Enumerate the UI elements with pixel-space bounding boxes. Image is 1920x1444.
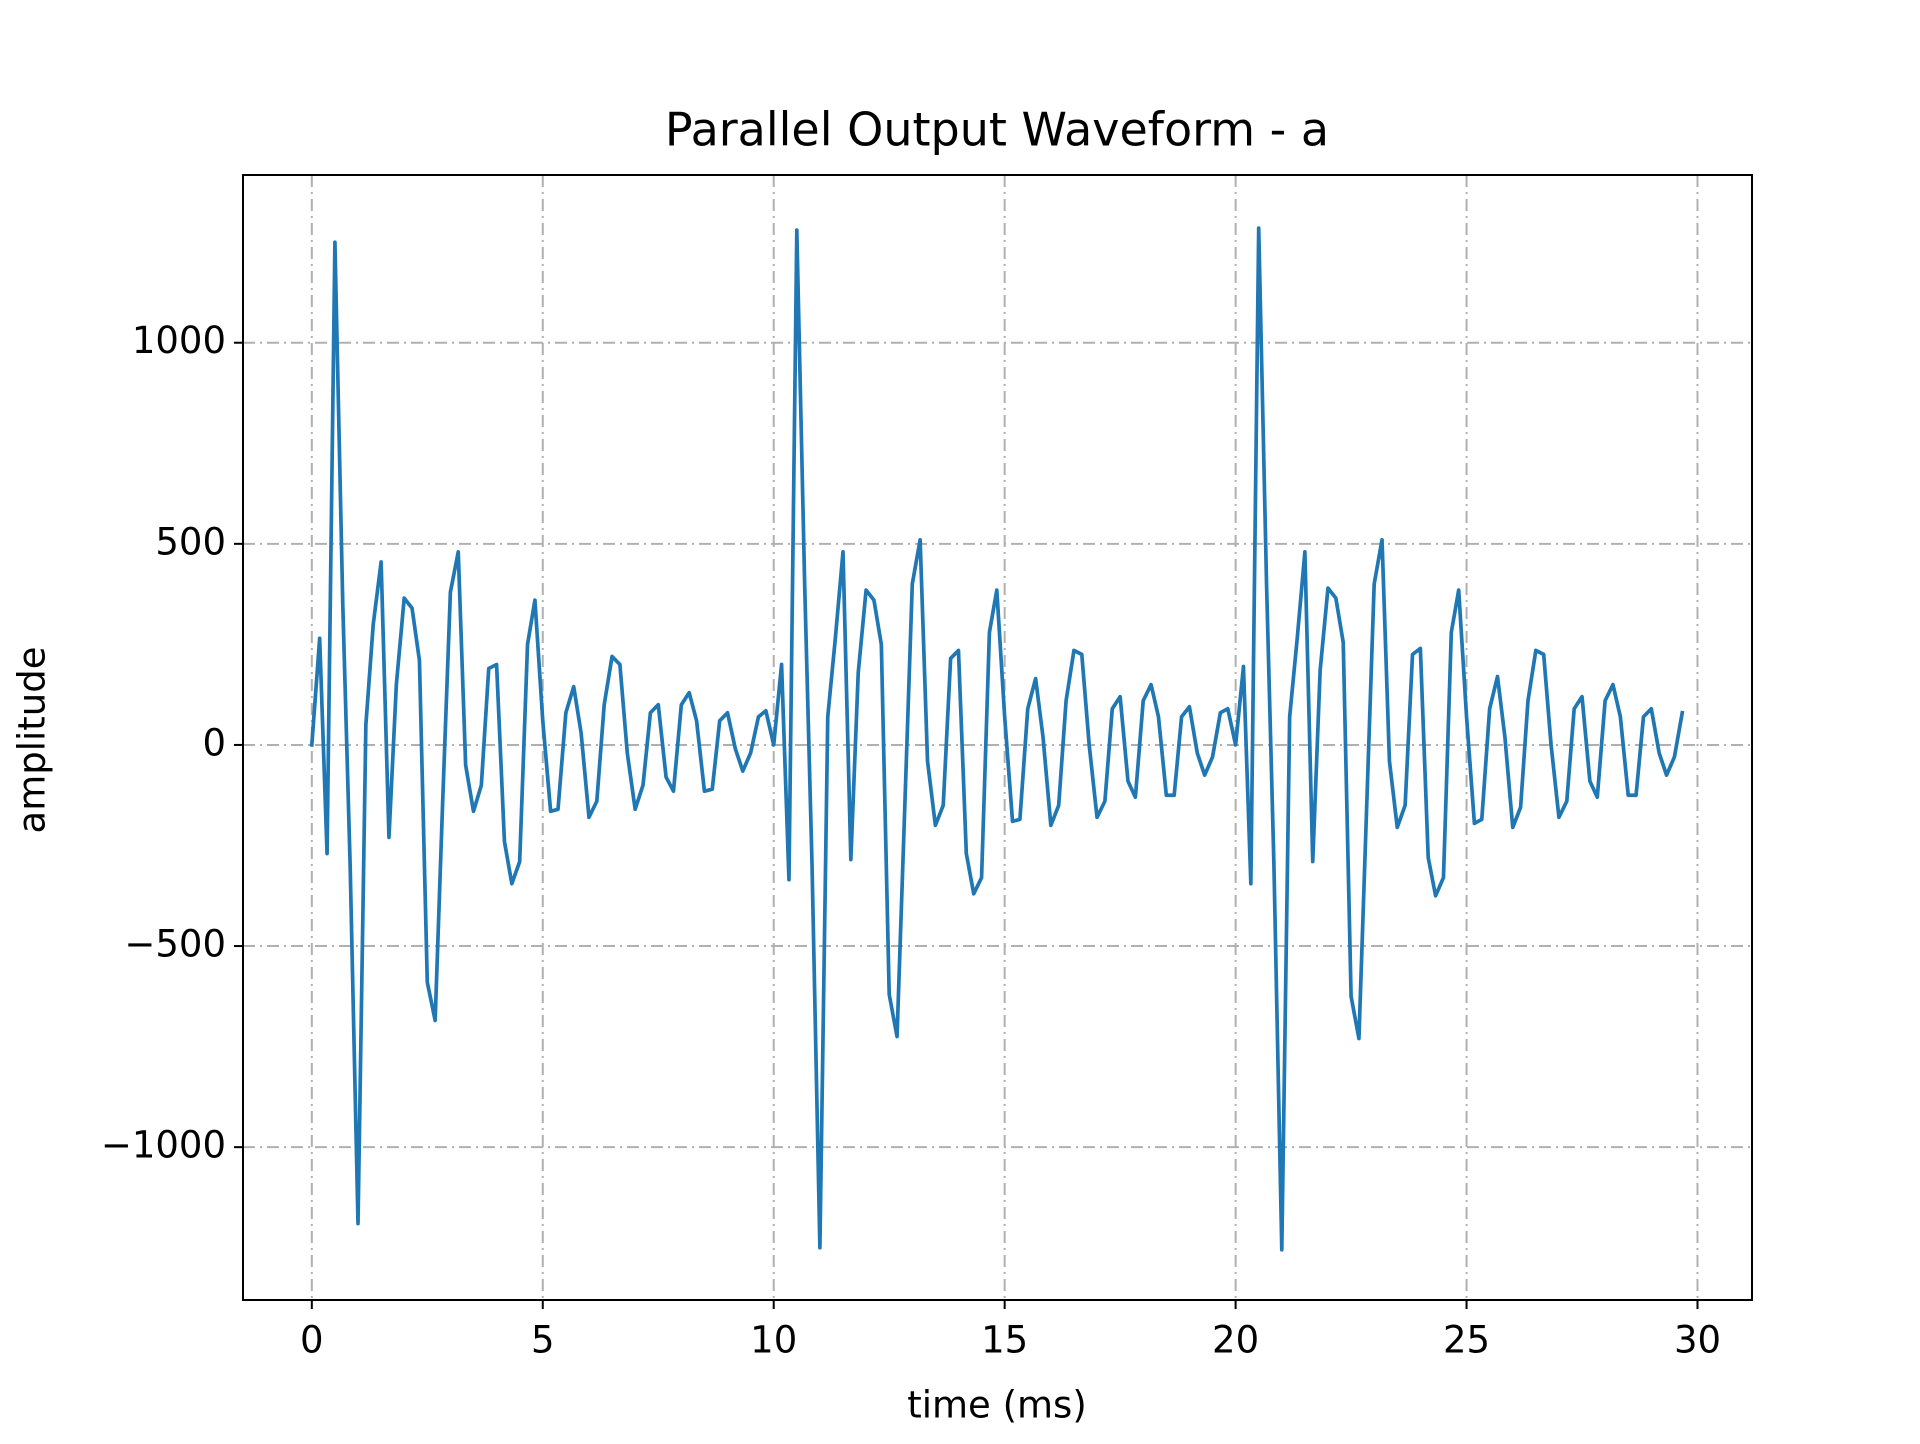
chart-title: Parallel Output Waveform - a bbox=[665, 103, 1329, 157]
x-tick-label: 30 bbox=[1674, 1319, 1721, 1362]
line-series bbox=[309, 226, 1685, 1252]
y-tick-label: 500 bbox=[155, 520, 226, 563]
x-tick-label: 5 bbox=[531, 1319, 555, 1362]
y-tick-label: −500 bbox=[124, 923, 226, 966]
y-axis-label: amplitude bbox=[11, 647, 54, 834]
x-tick-label: 15 bbox=[981, 1319, 1028, 1362]
y-tick-label: 1000 bbox=[132, 319, 226, 362]
plot-frame bbox=[242, 174, 1753, 1301]
x-tick-label: 0 bbox=[300, 1319, 324, 1362]
x-tick-label: 10 bbox=[750, 1319, 797, 1362]
y-tick-label: 0 bbox=[202, 721, 226, 764]
x-tick-label: 25 bbox=[1443, 1319, 1490, 1362]
x-tick-label: 20 bbox=[1212, 1319, 1259, 1362]
x-axis-label: time (ms) bbox=[907, 1384, 1087, 1427]
y-tick-label: −1000 bbox=[101, 1124, 226, 1167]
